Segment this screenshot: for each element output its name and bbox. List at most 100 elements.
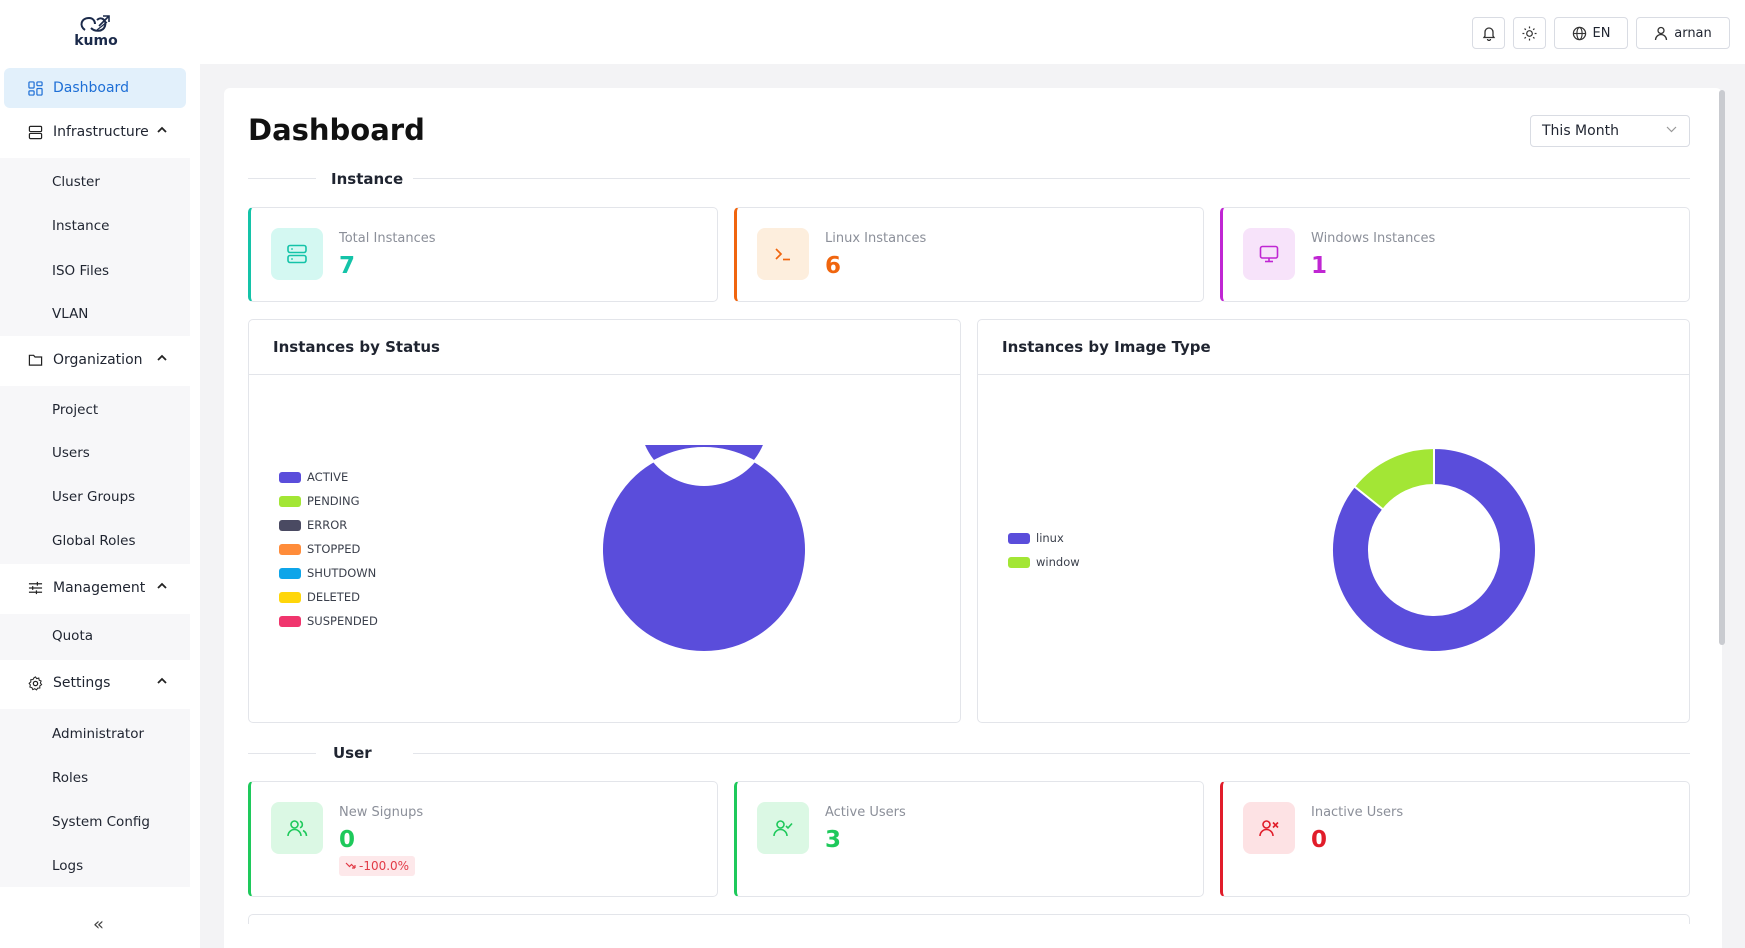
donut-slice-active[interactable]	[601, 445, 807, 653]
collapse-sidebar-button[interactable]: «	[93, 914, 105, 935]
legend-swatch	[279, 471, 301, 483]
legend-item[interactable]: DELETED	[279, 585, 378, 609]
next-section-card	[248, 914, 1690, 924]
legend-label: ACTIVE	[307, 470, 349, 484]
folder-icon	[28, 354, 43, 366]
legend-swatch	[279, 615, 301, 627]
user-menu-button[interactable]: arnan	[1636, 17, 1730, 49]
chart-panel-image-type: Instances by Image Type linux window	[977, 319, 1690, 723]
donut-slice-linux[interactable]	[1331, 446, 1537, 653]
legend-item[interactable]: STOPPED	[279, 537, 378, 561]
sidebar-item-logs[interactable]: Logs	[52, 858, 84, 874]
stat-card-windows-instances: Windows Instances 1	[1220, 207, 1690, 302]
legend-item[interactable]: ACTIVE	[279, 465, 378, 489]
sidebar-item-organization[interactable]: Organization	[4, 340, 186, 380]
section-title-user: User	[333, 744, 372, 762]
legend-swatch	[279, 567, 301, 579]
user-x-icon	[1259, 820, 1279, 837]
stat-value: 7	[339, 253, 356, 279]
user-check-icon	[773, 820, 793, 837]
legend-item[interactable]: linux	[1008, 526, 1080, 550]
sidebar-item-label: Management	[53, 580, 146, 596]
sidebar-item-users[interactable]: Users	[52, 445, 90, 461]
sidebar-item-dashboard[interactable]: Dashboard	[4, 68, 186, 108]
section-title-instance: Instance	[331, 170, 404, 188]
sidebar-item-label: Settings	[53, 675, 111, 691]
logo-text: kumo	[74, 33, 118, 49]
legend-label: window	[1036, 555, 1080, 569]
sidebar-item-quota[interactable]: Quota	[52, 628, 94, 644]
sidebar-item-label: Dashboard	[53, 80, 129, 96]
chart-title: Instances by Image Type	[978, 320, 1689, 375]
sidebar-item-project[interactable]: Project	[52, 402, 99, 418]
legend-item[interactable]: ERROR	[279, 513, 378, 537]
stat-value: 6	[825, 253, 842, 279]
chart-legend-image-type: linux window	[1008, 526, 1080, 574]
terminal-icon	[775, 248, 790, 261]
legend-swatch	[279, 543, 301, 555]
legend-swatch	[279, 519, 301, 531]
bell-icon	[1482, 26, 1495, 41]
legend-item[interactable]: window	[1008, 550, 1080, 574]
language-label: EN	[1592, 25, 1611, 41]
stat-card-active-users: Active Users 3	[734, 781, 1204, 897]
chevron-up-icon[interactable]	[157, 582, 167, 589]
sun-icon	[1522, 25, 1537, 41]
stat-icon-box	[757, 228, 809, 280]
notifications-button[interactable]	[1472, 17, 1505, 49]
chevron-up-icon[interactable]	[157, 126, 167, 133]
monitor-icon	[1259, 245, 1279, 263]
chevron-up-icon[interactable]	[157, 677, 167, 684]
sidebar-item-system-config[interactable]: System Config	[52, 814, 150, 830]
legend-swatch	[279, 495, 301, 507]
stat-value: 3	[825, 827, 842, 853]
organization-submenu: Project Users User Groups Global Roles	[0, 386, 190, 564]
stat-label: Inactive Users	[1311, 805, 1404, 820]
sidebar-item-vlan[interactable]: VLAN	[52, 306, 89, 322]
stat-label: Total Instances	[339, 231, 436, 246]
top-bar: kumo EN arnan	[0, 0, 1745, 64]
legend-item[interactable]: SUSPENDED	[279, 609, 378, 633]
sidebar-item-iso-files[interactable]: ISO Files	[52, 263, 110, 279]
chevron-up-icon[interactable]	[157, 354, 167, 361]
sidebar-item-infrastructure[interactable]: Infrastructure	[4, 112, 186, 152]
stat-value: 0	[1311, 827, 1328, 853]
legend-swatch	[1008, 556, 1030, 568]
donut-slice-window[interactable]	[1352, 446, 1435, 511]
legend-label: SUSPENDED	[307, 614, 378, 628]
legend-item[interactable]: SHUTDOWN	[279, 561, 378, 585]
section-divider	[413, 753, 1690, 754]
donut-chart-image-type	[1331, 446, 1537, 653]
stat-label: Linux Instances	[825, 231, 927, 246]
sidebar-item-instance[interactable]: Instance	[52, 218, 110, 234]
sidebar-item-management[interactable]: Management	[4, 568, 186, 608]
page-title: Dashboard	[248, 113, 425, 147]
stat-card-inactive-users: Inactive Users 0	[1220, 781, 1690, 897]
sliders-icon	[28, 581, 43, 595]
gear-icon	[28, 675, 43, 691]
legend-swatch	[279, 591, 301, 603]
sidebar-item-user-groups[interactable]: User Groups	[52, 489, 136, 505]
scrollbar[interactable]	[1719, 90, 1725, 645]
sidebar: Dashboard Infrastructure Cluster Instanc…	[0, 64, 200, 948]
section-divider	[248, 178, 316, 179]
chart-panel-status: Instances by Status ACTIVE PENDING ERROR…	[248, 319, 961, 723]
logo-icon	[80, 15, 110, 32]
language-selector[interactable]: EN	[1554, 17, 1628, 49]
kumo-logo[interactable]: kumo	[66, 12, 126, 52]
stat-icon-box	[271, 802, 323, 854]
theme-toggle-button[interactable]	[1513, 17, 1546, 49]
sidebar-item-administrator[interactable]: Administrator	[52, 726, 145, 742]
stat-icon-box	[1243, 228, 1295, 280]
stat-card-new-signups: New Signups 0 -100.0%	[248, 781, 718, 897]
users-icon	[287, 820, 308, 837]
sidebar-item-cluster[interactable]: Cluster	[52, 174, 100, 190]
sidebar-item-roles[interactable]: Roles	[52, 770, 89, 786]
period-select[interactable]: This Month	[1530, 115, 1690, 147]
legend-item[interactable]: PENDING	[279, 489, 378, 513]
legend-label: PENDING	[307, 494, 360, 508]
stat-icon-box	[271, 228, 323, 280]
sidebar-item-global-roles[interactable]: Global Roles	[52, 533, 136, 549]
sidebar-item-settings[interactable]: Settings	[4, 663, 186, 703]
trend-down-icon	[345, 862, 356, 869]
